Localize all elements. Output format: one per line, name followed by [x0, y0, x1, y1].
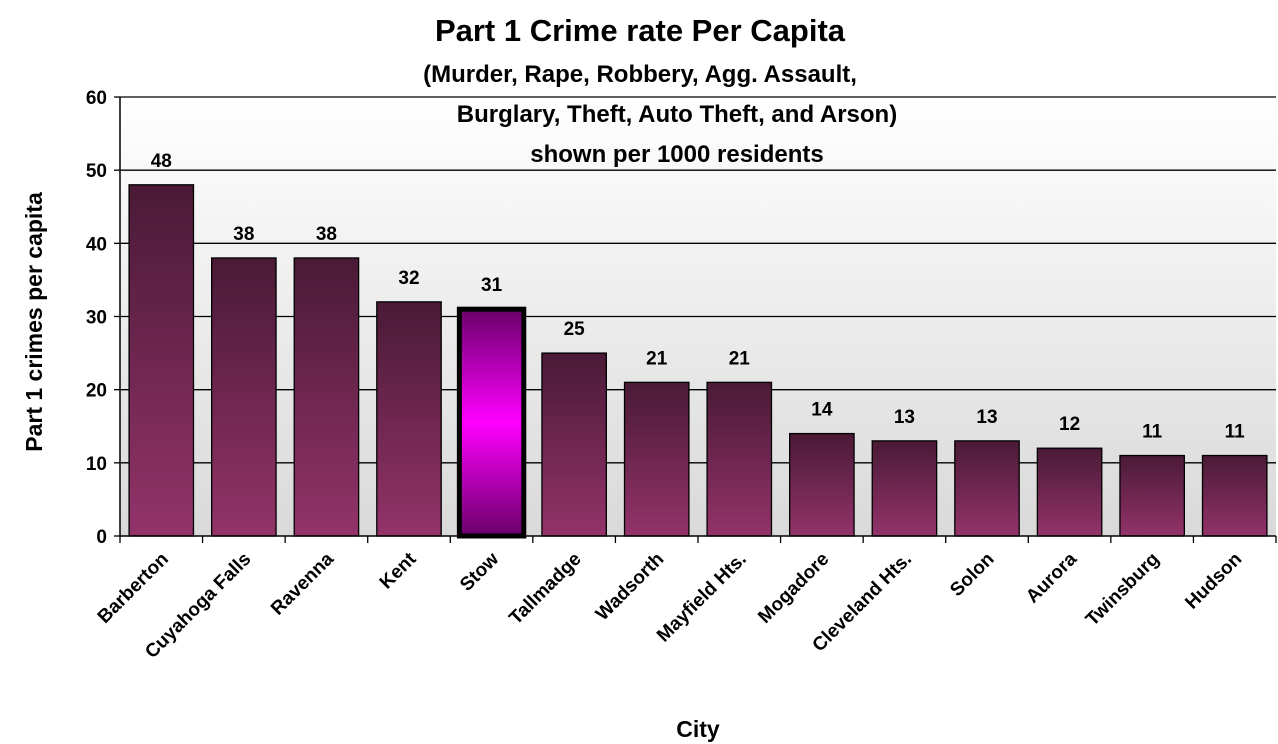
data-label: 13 — [894, 407, 915, 428]
data-label: 48 — [151, 151, 172, 172]
data-label: 14 — [811, 400, 833, 421]
x-category-label: Solon — [946, 549, 998, 601]
bar — [871, 440, 938, 537]
y-tick-label: 20 — [86, 381, 107, 402]
data-label: 12 — [1059, 414, 1080, 435]
chart-subtitle-line-2: Burglary, Theft, Auto Theft, and Arson) — [457, 101, 897, 128]
data-label: 13 — [976, 407, 997, 428]
data-labels: 48 38 38 32 31 25 21 21 14 13 13 12 11 11 — [151, 151, 1245, 443]
bar — [1201, 454, 1268, 537]
y-tick-label: 50 — [86, 161, 107, 182]
y-tick-label: 60 — [86, 88, 107, 109]
y-tick-label: 30 — [86, 308, 107, 329]
x-category-label: Hudson — [1181, 549, 1246, 614]
x-category-label: Stow — [456, 549, 503, 596]
chart-title: Part 1 Crime rate Per Capita — [435, 13, 846, 48]
x-category-label: Tallmadge — [505, 549, 585, 629]
bar — [128, 184, 195, 537]
bar — [376, 301, 442, 537]
data-label: 21 — [729, 348, 751, 369]
x-category-label: Aurora — [1022, 548, 1081, 607]
x-axis-label: City — [676, 716, 720, 742]
bar — [541, 352, 607, 537]
y-axis-label: Part 1 crimes per capita — [21, 192, 47, 452]
data-label: 31 — [481, 275, 503, 296]
x-category-label: Wadsorth — [592, 549, 668, 625]
data-label: 11 — [1225, 422, 1246, 443]
y-tick-label: 40 — [86, 234, 107, 255]
bar — [211, 257, 277, 537]
data-label: 11 — [1142, 422, 1163, 443]
bar — [1036, 447, 1103, 537]
bar — [293, 257, 360, 537]
chart-subtitle-line-3: shown per 1000 residents — [530, 141, 823, 168]
bar-highlighted — [456, 306, 527, 539]
bar — [789, 432, 855, 537]
x-category-label: Mogadore — [754, 549, 833, 628]
chart-subtitle-line-1: (Murder, Rape, Robbery, Agg. Assault, — [423, 61, 857, 88]
bar — [623, 381, 690, 537]
data-label: 32 — [398, 268, 419, 289]
bar — [954, 440, 1020, 537]
x-category-label: Barberton — [94, 549, 173, 628]
x-category-label: Twinsburg — [1082, 549, 1164, 631]
data-label: 21 — [646, 348, 668, 369]
y-tick-labels: 0 10 20 30 40 50 60 — [86, 88, 107, 548]
data-label: 38 — [316, 224, 337, 245]
bar — [706, 381, 773, 537]
data-label: 38 — [233, 224, 254, 245]
bars — [128, 184, 1268, 539]
bar — [1119, 454, 1185, 537]
x-category-label: Kent — [376, 548, 421, 593]
data-label: 25 — [564, 319, 586, 340]
y-tick-label: 0 — [96, 527, 107, 548]
x-category-label: Ravenna — [267, 548, 338, 619]
y-tick-label: 10 — [86, 454, 107, 475]
axes — [114, 96, 1277, 543]
